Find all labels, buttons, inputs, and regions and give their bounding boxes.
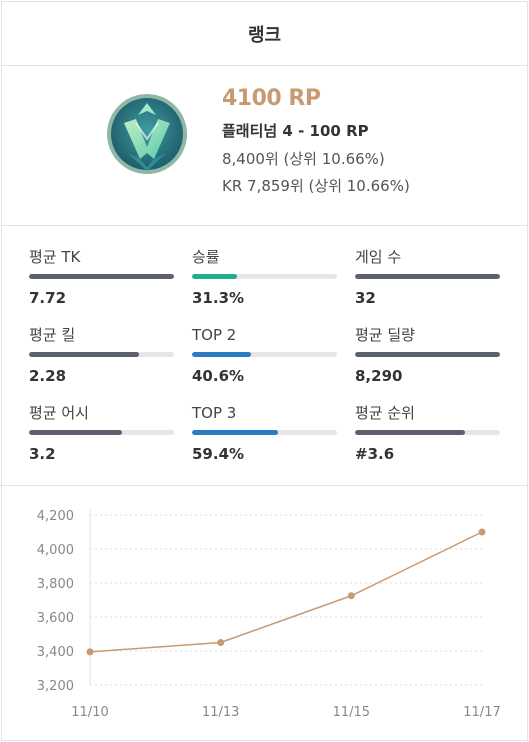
stat-progress-bar — [29, 430, 174, 435]
stat-value: 2.28 — [29, 367, 67, 385]
stat-item: 평균 TK 7.72 — [29, 246, 174, 307]
stat-label: 승률 — [192, 248, 220, 266]
rank-points: 4100 RP — [222, 86, 321, 111]
stat-progress-bar — [29, 274, 174, 279]
rp-line-chart: 4,200 4,000 3,800 3,600 3,400 3,200 11/10 11/13… — [37, 509, 501, 720]
data-point[interactable] — [217, 639, 225, 646]
rp-history-chart: 4,200 4,000 3,800 3,600 3,400 3,200 11/10 11/13… — [0, 487, 527, 740]
stat-value: 7.72 — [29, 289, 67, 307]
stat-progress-fill — [355, 430, 466, 435]
stat-progress-bar — [29, 352, 174, 357]
stat-value: 3.2 — [29, 445, 56, 463]
x-tick-label: 11/13 — [202, 705, 239, 720]
stat-progress-fill — [192, 430, 279, 435]
data-point[interactable] — [478, 528, 486, 536]
stat-value: 31.3% — [192, 289, 245, 307]
data-point[interactable] — [86, 648, 94, 656]
rank-summary — [2, 66, 527, 226]
stat-value: 59.4% — [192, 445, 245, 463]
rank-tier: 플래티넘 4 - 100 RP — [222, 122, 369, 140]
stat-progress-bar — [192, 430, 337, 435]
stat-value: 32 — [355, 289, 376, 307]
stat-progress-bar — [355, 352, 500, 357]
stat-progress-fill — [192, 274, 238, 279]
stat-item: 평균 킬 2.28 — [29, 324, 174, 385]
y-tick-label: 4,200 — [37, 509, 74, 524]
stat-progress-fill — [29, 430, 122, 435]
x-tick-label: 11/15 — [333, 705, 370, 720]
stat-progress-fill — [29, 352, 140, 357]
stat-item: 게임 수 32 — [355, 246, 500, 307]
y-tick-label: 3,600 — [37, 611, 74, 626]
y-tick-label: 3,200 — [37, 679, 74, 694]
stat-label: 평균 어시 — [29, 404, 89, 422]
stat-item: TOP 3 59.4% — [192, 402, 337, 463]
global-ranking: 8,400위 (상위 10.66%) — [222, 150, 385, 168]
stat-value: #3.6 — [355, 445, 395, 463]
stat-progress-fill — [355, 274, 500, 279]
stat-progress-bar — [355, 274, 500, 279]
stat-progress-fill — [355, 352, 500, 357]
stat-progress-bar — [192, 352, 337, 357]
stat-progress-bar — [192, 274, 337, 279]
y-tick-label: 3,800 — [37, 577, 74, 592]
stat-label: 평균 딜량 — [355, 326, 415, 344]
stat-label: 평균 킬 — [29, 326, 76, 344]
y-tick-label: 4,000 — [37, 543, 74, 558]
stat-item: TOP 2 40.6% — [192, 324, 337, 385]
stats-grid: 평균 TK 7.72 승률 31.3% 게임 수 32 평균 킬 2.28 TOP 2 40.6%… — [0, 224, 527, 486]
stat-progress-bar — [355, 430, 500, 435]
stat-value: 8,290 — [355, 367, 403, 385]
stat-value: 40.6% — [192, 367, 245, 385]
platinum-emblem-icon — [107, 94, 187, 174]
card-header: 랭크 — [2, 2, 527, 66]
card-title: 랭크 — [247, 24, 282, 46]
data-point[interactable] — [347, 592, 355, 600]
stat-label: TOP 2 — [192, 326, 237, 344]
y-tick-label: 3,400 — [37, 645, 74, 660]
stat-item: 승률 31.3% — [192, 246, 337, 307]
stat-label: 평균 순위 — [355, 404, 415, 422]
stat-item: 평균 어시 3.2 — [29, 402, 174, 463]
stat-item: 평균 딜량 8,290 — [355, 324, 500, 385]
series-line — [89, 531, 483, 653]
stat-progress-fill — [192, 352, 251, 357]
stat-label: 게임 수 — [355, 248, 402, 266]
stat-label: 평균 TK — [29, 248, 81, 266]
stat-item: 평균 순위 #3.6 — [355, 402, 500, 463]
x-tick-label: 11/10 — [71, 705, 108, 720]
regional-ranking: KR 7,859위 (상위 10.66%) — [222, 177, 410, 195]
stat-progress-fill — [29, 274, 174, 279]
x-tick-label: 11/17 — [463, 705, 500, 720]
stat-label: TOP 3 — [192, 404, 237, 422]
